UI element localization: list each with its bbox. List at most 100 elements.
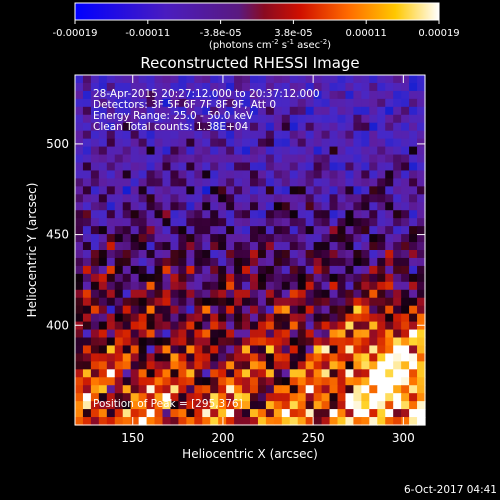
heatmap-cell	[361, 226, 370, 235]
heatmap-cell	[90, 250, 100, 259]
heatmap-cell	[305, 369, 315, 378]
heatmap-cell	[82, 273, 92, 283]
heatmap-cell	[297, 98, 307, 108]
heatmap-cell	[265, 321, 275, 331]
heatmap-cell	[194, 242, 203, 251]
heatmap-cell	[377, 226, 386, 235]
heatmap-cell	[257, 138, 267, 148]
heatmap-cell	[122, 138, 132, 148]
heatmap-cell	[313, 194, 323, 203]
heatmap-cell	[82, 186, 92, 195]
heatmap-cell	[234, 138, 243, 148]
heatmap-cell	[106, 154, 116, 164]
heatmap-cell	[162, 114, 172, 124]
heatmap-cell	[329, 321, 339, 331]
heatmap-cell	[226, 305, 235, 315]
heatmap-cell	[130, 329, 140, 339]
heatmap-cell	[409, 321, 418, 331]
heatmap-cell	[178, 265, 187, 275]
heatmap-cell	[218, 305, 227, 315]
heatmap-cell	[218, 194, 227, 203]
heatmap-cell	[202, 146, 211, 156]
heatmap-cell	[202, 297, 211, 307]
heatmap-cell	[353, 337, 362, 347]
heatmap-cell	[218, 409, 227, 418]
heatmap-cell	[154, 257, 164, 267]
heatmap-cell	[257, 98, 267, 108]
heatmap-cell	[337, 210, 347, 219]
heatmap-cell	[242, 393, 251, 402]
heatmap-cell	[106, 401, 116, 410]
heatmap-cell	[281, 257, 291, 267]
heatmap-cell	[369, 178, 378, 187]
heatmap-cell	[106, 122, 116, 132]
heatmap-cell	[122, 234, 132, 243]
heatmap-cell	[210, 393, 219, 402]
heatmap-cell	[337, 90, 347, 100]
heatmap-cell	[401, 114, 410, 124]
heatmap-cell	[162, 194, 172, 203]
heatmap-cell	[122, 170, 132, 179]
heatmap-cell	[369, 353, 378, 362]
heatmap-cell	[194, 401, 203, 410]
heatmap-cell	[361, 218, 370, 227]
heatmap-cell	[90, 353, 100, 362]
chart-title: Reconstructed RHESSI Image	[140, 54, 359, 72]
heatmap-cell	[417, 98, 426, 108]
heatmap-cell	[329, 345, 339, 354]
heatmap-cell	[226, 361, 235, 370]
heatmap-cell	[75, 234, 84, 243]
heatmap-cell	[257, 401, 267, 410]
heatmap-cell	[130, 234, 140, 243]
plot-frame	[74, 74, 426, 426]
heatmap-cell	[202, 377, 211, 386]
heatmap-cell	[281, 90, 291, 100]
heatmap-cell	[257, 257, 267, 267]
heatmap-cell	[385, 401, 394, 410]
heatmap-cell	[90, 385, 100, 394]
heatmap-cell	[361, 170, 370, 179]
heatmap-cell	[98, 178, 108, 187]
heatmap-cell	[337, 98, 347, 108]
heatmap-cell	[393, 337, 402, 347]
heatmap-cell	[122, 361, 132, 370]
heatmap-cell	[210, 98, 219, 108]
heatmap-cell	[409, 257, 418, 267]
heatmap-cell	[82, 313, 92, 323]
heatmap-cell	[409, 337, 418, 347]
heatmap-cell	[82, 297, 92, 307]
heatmap-cell	[90, 265, 100, 275]
heatmap-cell	[321, 218, 331, 227]
heatmap-cell	[329, 393, 339, 402]
heatmap-cell	[130, 417, 140, 426]
heatmap-cell	[345, 345, 354, 354]
heatmap-cell	[146, 329, 156, 339]
heatmap-cell	[329, 82, 339, 92]
heatmap-cell	[98, 218, 108, 227]
heatmap-cell	[178, 361, 187, 370]
heatmap-cell	[345, 337, 354, 347]
heatmap-cell	[98, 297, 108, 307]
heatmap-cell	[98, 170, 108, 179]
heatmap-cell	[281, 202, 291, 211]
heatmap-cell	[170, 337, 179, 347]
heatmap-cell	[210, 130, 219, 140]
heatmap-cell	[313, 329, 323, 339]
heatmap-cell	[313, 257, 323, 267]
heatmap-cell	[178, 242, 187, 251]
heatmap-cell	[114, 345, 124, 354]
heatmap-cell	[178, 98, 187, 108]
heatmap-cell	[345, 242, 354, 251]
heatmap-cell	[98, 281, 108, 291]
heatmap-cell	[257, 122, 267, 132]
colorbar: -0.00019 -0.00011 -3.8e-05 3.8e-05 0.00011 0.…	[53, 2, 460, 51]
heatmap-cell	[162, 313, 172, 323]
heatmap-cell	[154, 90, 164, 100]
heatmap-cell	[218, 162, 227, 172]
heatmap-cell	[417, 186, 426, 195]
heatmap-cell	[369, 106, 378, 116]
heatmap-cell	[289, 321, 299, 331]
heatmap-cell	[401, 281, 410, 291]
heatmap-cell	[250, 337, 259, 347]
heatmap-cell	[202, 321, 211, 331]
